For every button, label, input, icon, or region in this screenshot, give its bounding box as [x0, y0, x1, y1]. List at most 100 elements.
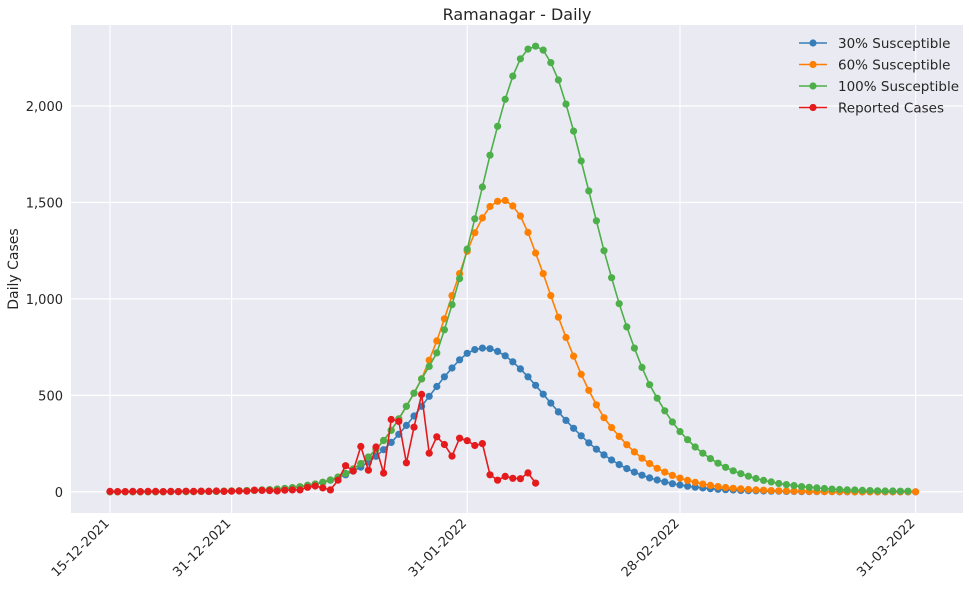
data-point — [623, 465, 631, 473]
data-point — [174, 488, 182, 496]
data-point — [904, 487, 912, 495]
legend-label: 60% Susceptible — [838, 58, 950, 74]
data-point — [456, 434, 464, 442]
data-point — [425, 392, 433, 400]
data-point — [532, 479, 540, 487]
data-point — [471, 229, 479, 237]
data-point — [668, 418, 677, 426]
data-point — [509, 358, 517, 366]
data-point — [577, 370, 585, 378]
data-point — [881, 487, 889, 495]
data-point — [737, 485, 745, 493]
data-point — [585, 386, 593, 394]
data-point — [190, 487, 198, 495]
data-point — [273, 487, 281, 495]
data-point — [304, 483, 312, 491]
data-point — [767, 478, 775, 486]
data-point — [760, 476, 768, 484]
legend-marker — [809, 82, 817, 90]
data-point — [684, 436, 692, 444]
data-point — [342, 462, 350, 470]
data-point — [326, 476, 334, 484]
y-tick-label: 2,000 — [26, 100, 63, 115]
data-point — [152, 487, 160, 495]
data-point — [440, 315, 448, 323]
data-point — [281, 486, 289, 494]
data-point — [608, 424, 616, 432]
data-point — [410, 389, 418, 397]
data-point — [205, 487, 213, 495]
data-point — [494, 197, 502, 205]
data-point — [790, 482, 798, 490]
data-point — [494, 476, 502, 484]
data-point — [547, 292, 555, 300]
data-point — [570, 127, 578, 135]
data-point — [912, 488, 920, 496]
data-point — [592, 401, 601, 409]
data-point — [608, 456, 616, 464]
data-point — [699, 480, 707, 488]
data-point — [478, 440, 486, 448]
data-point — [630, 468, 639, 476]
data-point — [752, 486, 760, 494]
data-point — [395, 417, 403, 425]
data-point — [729, 484, 737, 492]
grid — [71, 25, 963, 513]
data-point — [889, 487, 897, 495]
data-point — [638, 454, 646, 462]
data-point — [463, 245, 471, 253]
y-tick-label: 500 — [38, 389, 63, 404]
series-layer — [106, 42, 920, 496]
data-point — [471, 346, 479, 354]
data-point — [752, 474, 760, 483]
data-point — [258, 486, 266, 494]
data-point — [486, 345, 494, 353]
data-point — [623, 441, 631, 449]
data-point — [646, 460, 654, 468]
x-tick-label: 31-12-2021 — [170, 516, 234, 580]
data-point — [608, 274, 616, 282]
data-point — [798, 483, 806, 491]
data-point — [547, 399, 555, 407]
data-point — [250, 486, 258, 494]
data-point — [722, 483, 730, 492]
x-ticks: 15-12-2021 31-12-2021 31-01-2022 28-02-2022… — [49, 516, 919, 580]
data-point — [456, 356, 464, 364]
data-point — [478, 344, 486, 352]
data-point — [478, 183, 486, 191]
data-point — [509, 474, 517, 482]
data-point — [212, 487, 220, 495]
data-point — [562, 416, 570, 424]
data-point — [805, 483, 813, 491]
data-point — [661, 478, 669, 486]
data-point — [615, 432, 623, 440]
data-point — [243, 487, 251, 495]
data-point — [402, 459, 410, 467]
x-tick-label: 31-01-2022 — [406, 516, 470, 580]
data-point — [592, 445, 601, 453]
legend-label: Reported Cases — [838, 101, 944, 117]
data-point — [570, 352, 578, 360]
data-point — [539, 46, 547, 54]
data-point — [554, 408, 563, 416]
data-point — [372, 443, 380, 451]
data-point — [820, 484, 829, 493]
data-point — [220, 487, 228, 495]
data-point — [532, 381, 540, 389]
data-point — [349, 467, 357, 475]
data-point — [714, 483, 722, 491]
data-point — [440, 326, 448, 334]
data-point — [630, 448, 639, 456]
data-point — [699, 449, 707, 457]
data-point — [661, 468, 669, 476]
data-point — [425, 449, 433, 457]
data-point — [836, 485, 844, 494]
x-tick-label: 31-03-2022 — [854, 516, 918, 580]
data-point — [380, 436, 388, 445]
data-point — [676, 474, 684, 482]
data-point — [121, 488, 129, 496]
data-point — [501, 472, 509, 480]
chart-title: Ramanagar - Daily — [443, 5, 592, 24]
data-point — [782, 487, 791, 495]
data-point — [874, 487, 882, 495]
